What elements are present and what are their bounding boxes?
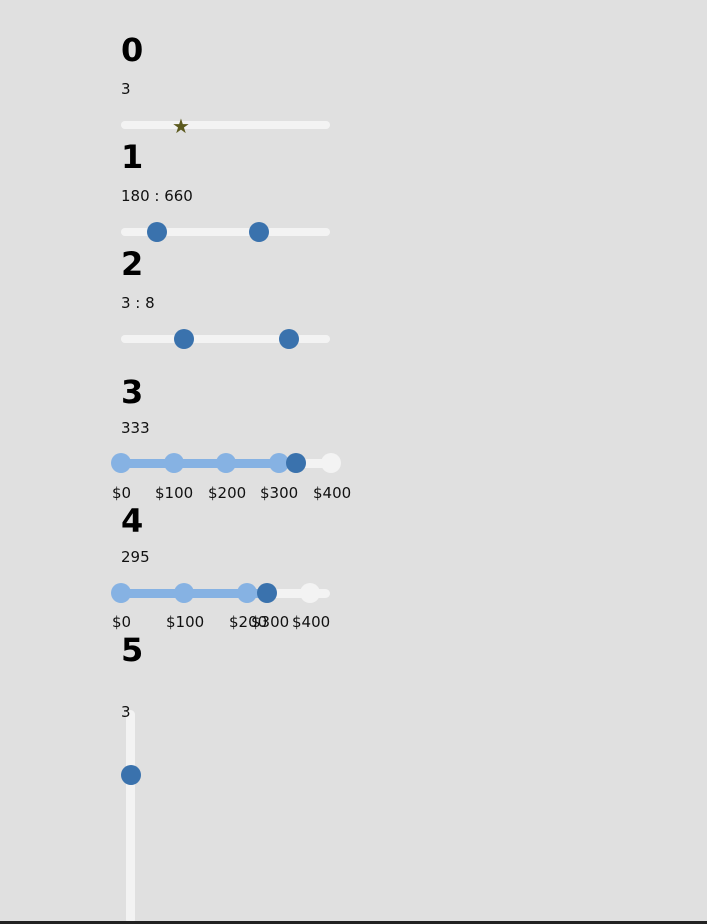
slider-3-tick-label: $400 [313, 484, 352, 502]
slider-3-thumb[interactable] [286, 453, 306, 473]
slider-2-thumb-high[interactable] [279, 329, 299, 349]
slider-5-title: 5 [121, 631, 144, 669]
slider-3-value: 333 [121, 419, 150, 437]
slider-4-tick-label: $0 [112, 613, 132, 631]
slider-3-fill [121, 459, 296, 468]
slider-3-tick-label: $300 [260, 484, 299, 502]
slider-2-title: 2 [121, 245, 144, 283]
slider-3-tick-label: $100 [155, 484, 194, 502]
slider-1-thumb-low[interactable] [147, 222, 167, 242]
slider-4-tick [237, 583, 257, 603]
slider-3-tick-label: $200 [208, 484, 247, 502]
slider-5-value: 3 [121, 703, 131, 721]
slider-1-track[interactable] [121, 228, 330, 236]
star-icon[interactable]: ★ [172, 114, 190, 138]
slider-4-tick-label: $200 [229, 613, 268, 631]
slider-3-tick [164, 453, 184, 473]
slider-0-value: 3 [121, 80, 131, 98]
bottom-border [0, 921, 707, 924]
slider-2-track[interactable] [121, 335, 330, 343]
slider-4-tick [174, 583, 194, 603]
slider-3-tick-label: $0 [112, 484, 132, 502]
slider-1-thumb-high[interactable] [249, 222, 269, 242]
slider-5-track[interactable] [126, 710, 135, 924]
slider-4-tick-label: $100 [166, 613, 205, 631]
slider-3-tick [111, 453, 131, 473]
slider-4-fill [121, 589, 267, 598]
slider-0-track[interactable] [121, 121, 330, 129]
slider-2-value: 3 : 8 [121, 294, 155, 312]
slider-4-value: 295 [121, 548, 150, 566]
slider-3-tick [321, 453, 341, 473]
slider-4-tick [300, 583, 320, 603]
slider-0-title: 0 [121, 31, 144, 69]
slider-1-title: 1 [121, 138, 144, 176]
slider-5-thumb[interactable] [121, 765, 141, 785]
slider-4-tick-label: $300 [251, 613, 290, 631]
slider-4-thumb[interactable] [257, 583, 277, 603]
slider-3-tick [216, 453, 236, 473]
slider-1-value: 180 : 660 [121, 187, 193, 205]
slider-2-thumb-low[interactable] [174, 329, 194, 349]
slider-4-tick [111, 583, 131, 603]
slider-3-title: 3 [121, 373, 144, 411]
slider-4-title: 4 [121, 502, 144, 540]
slider-4-tick-label: $400 [292, 613, 331, 631]
slider-3-tick [269, 453, 289, 473]
